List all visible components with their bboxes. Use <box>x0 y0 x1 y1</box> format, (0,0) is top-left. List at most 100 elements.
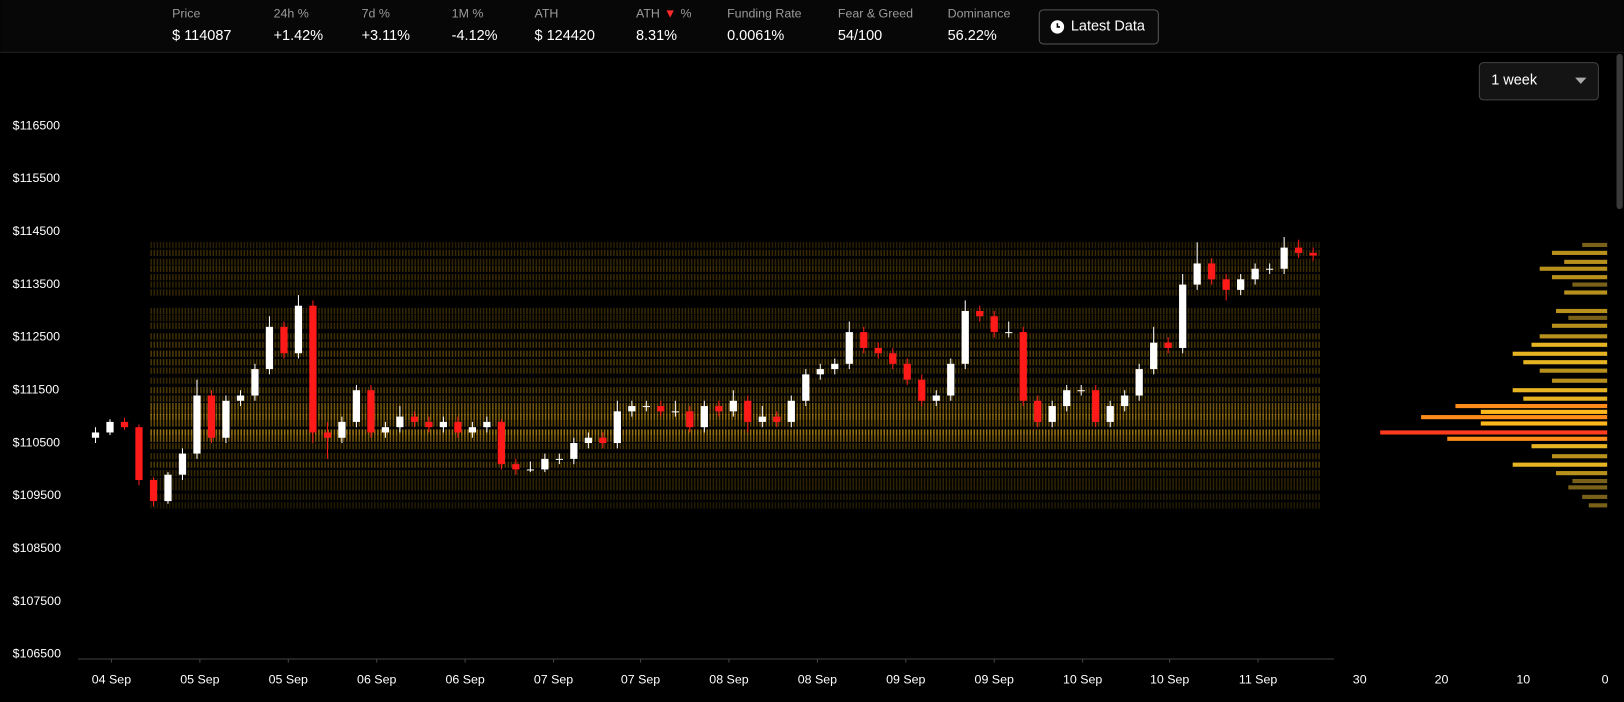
candle-body <box>1048 406 1056 422</box>
y-tick-label: $113500 <box>13 277 60 291</box>
candle-body <box>903 363 911 380</box>
stat-label: 1M % <box>452 7 484 21</box>
stats: Price $ 114087 24h % +1.42% 7d % +3.11% 1M % -4… <box>172 7 1010 44</box>
candle-body <box>1295 247 1303 253</box>
candle-body <box>1150 342 1158 370</box>
candle-body <box>555 458 563 460</box>
range-select[interactable]: 1 week <box>1478 62 1599 101</box>
candle-body <box>816 369 824 375</box>
candle-body <box>1179 284 1187 348</box>
x-tick-label: 08 Sep <box>798 673 837 687</box>
profile-bar <box>1564 259 1608 264</box>
button-frame[interactable] <box>1038 9 1159 45</box>
candle-body <box>845 332 853 364</box>
candle-body <box>367 390 375 433</box>
candle-body <box>1164 342 1172 348</box>
candle-body <box>1077 390 1085 392</box>
candle-body <box>483 421 491 428</box>
stat-label: Funding Rate <box>727 7 802 21</box>
stat-label-text: Dominance <box>948 7 1011 21</box>
candle-body <box>1034 400 1042 422</box>
button-label[interactable]: Latest Data <box>1071 19 1146 35</box>
candle-body <box>396 416 404 428</box>
stat-label-text: 1M % <box>452 7 484 21</box>
profile-bar <box>1556 308 1608 314</box>
profile-bar <box>1447 436 1608 441</box>
stat-arrow: ▼ <box>664 7 676 21</box>
candle-body <box>1222 279 1230 290</box>
candle-body <box>758 416 766 422</box>
candle-body <box>149 479 158 502</box>
profile-bar <box>1556 471 1608 476</box>
candle-body <box>918 379 926 401</box>
candle-body <box>526 469 534 471</box>
profile-bar <box>1551 323 1608 328</box>
candle-body <box>932 395 940 401</box>
profile-bar <box>1480 421 1608 426</box>
stat-value: 0.0061% <box>727 28 784 44</box>
stat-label-text: ATH <box>535 7 559 21</box>
stat-label-text: Funding Rate <box>727 7 802 21</box>
candle-body <box>236 395 245 401</box>
profile-bar <box>1512 462 1608 467</box>
candle-body <box>164 474 172 502</box>
latest-button[interactable]: Latest Data <box>1038 9 1159 45</box>
profile-bar <box>1539 368 1608 373</box>
candle-body <box>193 395 201 454</box>
candle-body <box>1251 268 1259 280</box>
candle-body <box>352 390 361 422</box>
candle-body <box>135 427 143 480</box>
stat-label: Dominance <box>948 7 1011 21</box>
stat-value: $ 114087 <box>172 28 231 44</box>
candle-body <box>222 400 230 438</box>
candle-body <box>787 400 795 422</box>
candle-body <box>1106 406 1114 422</box>
profile-bar <box>1588 503 1608 508</box>
profile-bar <box>1523 396 1608 401</box>
candle-body <box>439 421 448 428</box>
select-frame[interactable] <box>1478 62 1599 101</box>
x-tick-label: 10 Sep <box>1150 673 1189 687</box>
profile-bar <box>1568 315 1608 320</box>
profile-bar <box>1568 485 1608 490</box>
candle-body <box>729 400 737 412</box>
x-tick-label: 09 Sep <box>886 673 925 687</box>
heatmap <box>150 241 1321 509</box>
candle-body <box>1309 252 1317 256</box>
stat-value: 54/100 <box>838 28 882 44</box>
candle-body <box>889 353 897 364</box>
candle-body <box>410 416 419 422</box>
scrollbar[interactable] <box>1616 53 1623 210</box>
candle-body <box>1193 263 1201 285</box>
x-tick-label: 06 Sep <box>445 673 484 687</box>
profile-tick-label: 10 <box>1516 673 1530 687</box>
candle-body <box>309 305 317 433</box>
stat-value: $ 124420 <box>535 28 595 44</box>
profile-bar <box>1512 351 1608 356</box>
candle-body <box>860 332 868 348</box>
y-tick-label: $110500 <box>13 435 60 449</box>
profile-bar <box>1380 430 1608 435</box>
candle-body <box>1121 395 1129 407</box>
profile-bar <box>1551 250 1608 255</box>
candle-body <box>497 421 506 465</box>
candle-body <box>584 437 592 444</box>
plot: $106500 $107500 $108500 $109500 $110500 $1115… <box>13 118 1609 686</box>
candle-body <box>1092 390 1100 422</box>
candle-body <box>512 464 520 470</box>
profile-bar <box>1572 282 1608 287</box>
y-tick-label: $114500 <box>13 224 60 238</box>
profile-bar <box>1582 242 1608 248</box>
candle-body <box>1280 247 1288 269</box>
stat-label-text: ATH <box>636 7 660 21</box>
profile-tick-label: 20 <box>1435 673 1449 687</box>
profile-bar <box>1551 275 1608 280</box>
stat-value: +3.11% <box>362 28 411 44</box>
candle-body <box>657 406 665 412</box>
profile-bar <box>1539 266 1608 271</box>
candle-body <box>178 453 187 475</box>
x-tick-label: 08 Sep <box>709 673 748 687</box>
candle-body <box>1019 332 1027 401</box>
select-value[interactable]: 1 week <box>1491 73 1538 89</box>
stat-label: Price <box>172 7 200 21</box>
